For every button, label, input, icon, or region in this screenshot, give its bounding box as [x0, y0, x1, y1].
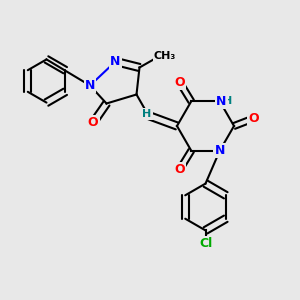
- Text: N: N: [216, 95, 226, 108]
- Text: CH₃: CH₃: [154, 50, 176, 61]
- Text: N: N: [214, 144, 225, 157]
- Text: Cl: Cl: [199, 237, 212, 250]
- Text: N: N: [110, 55, 121, 68]
- Text: H: H: [223, 96, 232, 106]
- Text: N: N: [85, 79, 95, 92]
- Text: O: O: [88, 116, 98, 130]
- Text: O: O: [248, 112, 259, 125]
- Text: O: O: [175, 163, 185, 176]
- Text: O: O: [175, 76, 185, 89]
- Text: H: H: [142, 109, 152, 119]
